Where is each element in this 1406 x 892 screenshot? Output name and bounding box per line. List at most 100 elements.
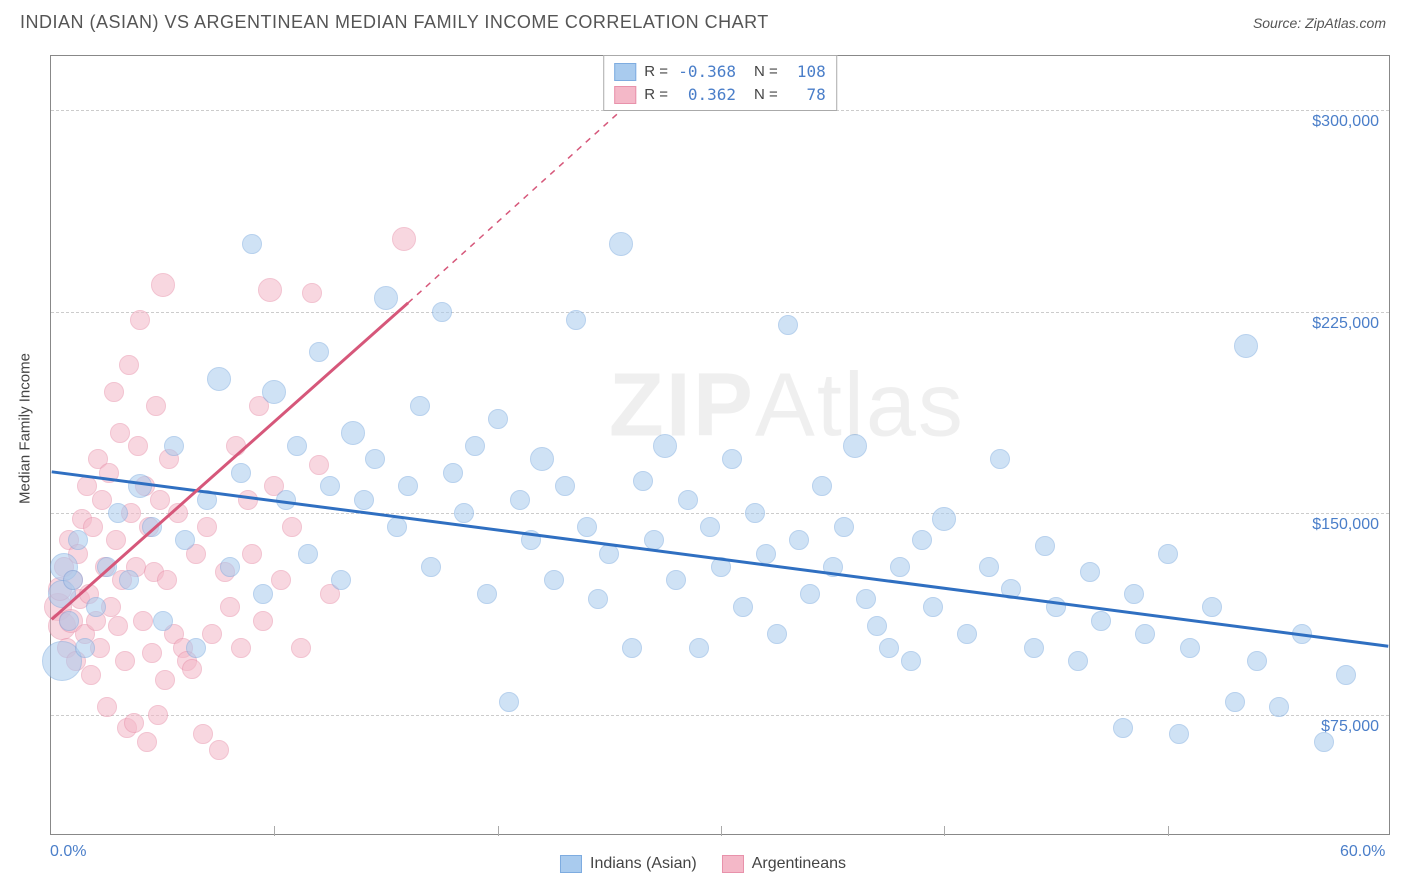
scatter-point xyxy=(168,503,188,523)
scatter-point xyxy=(331,570,351,590)
scatter-point xyxy=(979,557,999,577)
scatter-point xyxy=(756,544,776,564)
scatter-point xyxy=(282,517,302,537)
scatter-point xyxy=(912,530,932,550)
scatter-point xyxy=(1336,665,1356,685)
scatter-point xyxy=(86,597,106,617)
scatter-point xyxy=(609,232,633,256)
scatter-point xyxy=(148,705,168,725)
scatter-point xyxy=(1158,544,1178,564)
scatter-point xyxy=(823,557,843,577)
x-tick-mark xyxy=(274,826,275,836)
scatter-point xyxy=(499,692,519,712)
scatter-point xyxy=(164,436,184,456)
scatter-point xyxy=(276,490,296,510)
legend-item: Argentineans xyxy=(722,855,846,873)
scatter-point xyxy=(209,740,229,760)
r-label: R = xyxy=(644,63,668,80)
scatter-point xyxy=(157,570,177,590)
x-tick-label: 60.0% xyxy=(1340,843,1385,861)
scatter-point xyxy=(124,713,144,733)
scatter-point xyxy=(923,597,943,617)
scatter-point xyxy=(258,278,282,302)
scatter-point xyxy=(530,447,554,471)
scatter-point xyxy=(1035,536,1055,556)
scatter-point xyxy=(856,589,876,609)
scatter-point xyxy=(242,234,262,254)
scatter-point xyxy=(142,517,162,537)
correlation-legend: R = -0.368 N = 108 R = 0.362 N = 78 xyxy=(603,55,837,111)
scatter-point xyxy=(374,286,398,310)
x-tick-mark xyxy=(498,826,499,836)
scatter-point xyxy=(128,436,148,456)
scatter-point xyxy=(555,476,575,496)
scatter-point xyxy=(901,651,921,671)
scatter-point xyxy=(108,616,128,636)
scatter-point xyxy=(271,570,291,590)
scatter-point xyxy=(1247,651,1267,671)
scatter-point xyxy=(957,624,977,644)
series-legend: Indians (Asian)Argentineans xyxy=(560,855,846,873)
legend-swatch xyxy=(722,855,744,873)
scatter-point xyxy=(193,724,213,744)
scatter-point xyxy=(207,367,231,391)
scatter-point xyxy=(1169,724,1189,744)
chart-source: Source: ZipAtlas.com xyxy=(1253,15,1386,31)
scatter-point xyxy=(1080,562,1100,582)
scatter-point xyxy=(231,463,251,483)
scatter-point xyxy=(932,507,956,531)
scatter-point xyxy=(253,584,273,604)
gridline-horizontal xyxy=(51,513,1389,514)
scatter-point xyxy=(108,503,128,523)
scatter-point xyxy=(800,584,820,604)
scatter-point xyxy=(387,517,407,537)
scatter-point xyxy=(834,517,854,537)
x-tick-label: 0.0% xyxy=(50,843,86,861)
scatter-point xyxy=(182,659,202,679)
scatter-point xyxy=(1124,584,1144,604)
scatter-point xyxy=(197,517,217,537)
scatter-point xyxy=(689,638,709,658)
scatter-point xyxy=(666,570,686,590)
scatter-point xyxy=(1180,638,1200,658)
chart-plot-area: ZIPAtlas R = -0.368 N = 108 R = 0.362 N … xyxy=(50,55,1390,835)
scatter-point xyxy=(298,544,318,564)
scatter-point xyxy=(465,436,485,456)
scatter-point xyxy=(767,624,787,644)
scatter-point xyxy=(133,611,153,631)
chart-title: INDIAN (ASIAN) VS ARGENTINEAN MEDIAN FAM… xyxy=(20,12,769,33)
scatter-point xyxy=(142,643,162,663)
scatter-point xyxy=(97,557,117,577)
scatter-point xyxy=(287,436,307,456)
scatter-point xyxy=(226,436,246,456)
scatter-point xyxy=(577,517,597,537)
gridline-horizontal xyxy=(51,715,1389,716)
n-value: 78 xyxy=(786,85,826,104)
scatter-point xyxy=(291,638,311,658)
legend-label: Argentineans xyxy=(752,855,846,873)
scatter-point xyxy=(104,382,124,402)
scatter-point xyxy=(354,490,374,510)
scatter-point xyxy=(302,283,322,303)
scatter-point xyxy=(421,557,441,577)
trend-lines xyxy=(51,56,1389,834)
scatter-point xyxy=(130,310,150,330)
legend-swatch xyxy=(614,63,636,81)
x-tick-mark xyxy=(944,826,945,836)
scatter-point xyxy=(443,463,463,483)
scatter-point xyxy=(68,530,88,550)
scatter-point xyxy=(197,490,217,510)
scatter-point xyxy=(454,503,474,523)
scatter-point xyxy=(599,544,619,564)
scatter-point xyxy=(410,396,430,416)
r-label: R = xyxy=(644,86,668,103)
scatter-point xyxy=(115,651,135,671)
x-tick-mark xyxy=(721,826,722,836)
scatter-point xyxy=(1113,718,1133,738)
scatter-point xyxy=(733,597,753,617)
gridline-horizontal xyxy=(51,312,1389,313)
scatter-point xyxy=(678,490,698,510)
scatter-point xyxy=(1234,334,1258,358)
y-tick-label: $150,000 xyxy=(1312,516,1379,534)
scatter-point xyxy=(879,638,899,658)
